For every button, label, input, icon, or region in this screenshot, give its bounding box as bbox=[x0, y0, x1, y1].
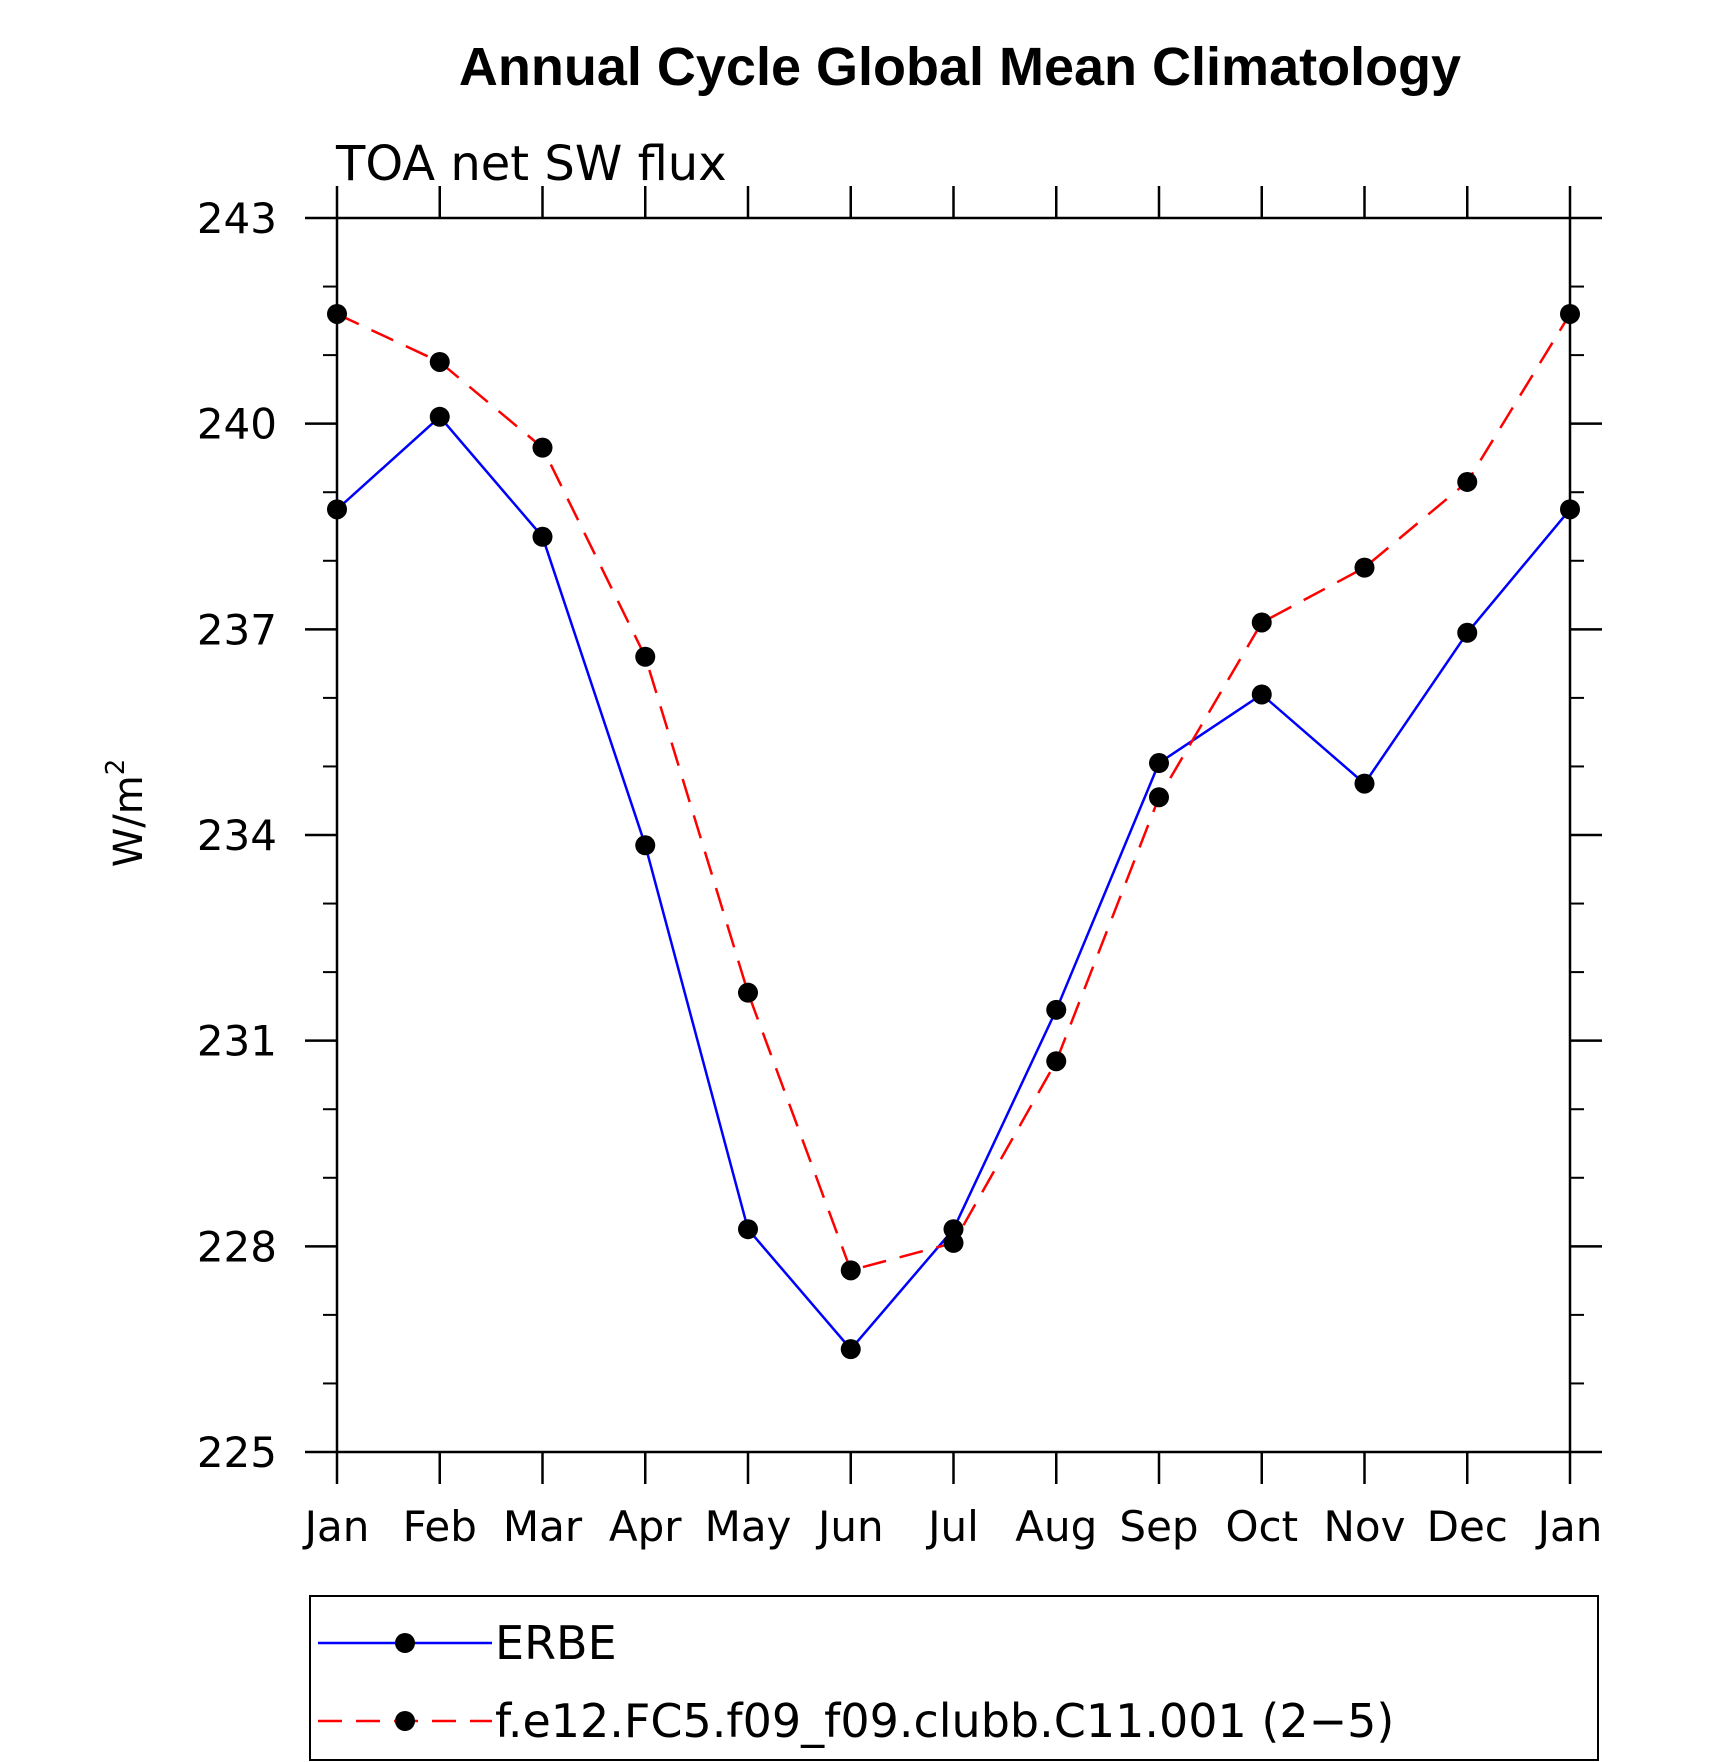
x-tick-label: Aug bbox=[1015, 1502, 1097, 1551]
y-tick-label: 243 bbox=[197, 194, 277, 243]
series-2-point bbox=[429, 351, 450, 372]
series-1-point bbox=[1149, 753, 1169, 774]
y-tick-label: 237 bbox=[197, 605, 277, 654]
y-axis-label-text: W/m bbox=[106, 775, 152, 867]
series-1-point bbox=[1457, 622, 1478, 643]
series-1-point bbox=[1560, 499, 1580, 520]
legend: ERBE f.e12.FC5.f09_f09.clubb.C11.001 (2−5… bbox=[309, 1595, 1599, 1761]
series-line-1 bbox=[336, 415, 1571, 1352]
series-1-point bbox=[1251, 684, 1272, 705]
series-2-point bbox=[1457, 471, 1478, 492]
series-2-point bbox=[840, 1260, 861, 1281]
series-2-point bbox=[1046, 1051, 1067, 1072]
x-tick-label: Nov bbox=[1324, 1502, 1406, 1551]
series-1-point bbox=[1046, 999, 1067, 1020]
legend-box bbox=[309, 1595, 1599, 1761]
x-tick-label: Jan bbox=[1535, 1502, 1603, 1551]
series-layer bbox=[327, 303, 1580, 1360]
legend-marker-1 bbox=[395, 1633, 415, 1653]
series-2-point bbox=[1149, 787, 1169, 808]
series-2-point bbox=[1560, 303, 1580, 324]
chart-title: Annual Cycle Global Mean Climatology bbox=[459, 37, 1461, 97]
series-2-point bbox=[738, 982, 758, 1003]
y-tick-label: 225 bbox=[197, 1428, 277, 1477]
series-1-point bbox=[738, 1219, 758, 1240]
series-line-2 bbox=[336, 312, 1572, 1272]
y-axis-label-superscript: 2 bbox=[101, 759, 131, 776]
legend-label-2: f.e12.FC5.f09_f09.clubb.C11.001 (2−5) bbox=[495, 1694, 1394, 1748]
y-tick-label: 228 bbox=[197, 1222, 277, 1271]
y-tick-label: 231 bbox=[197, 1017, 277, 1066]
series-1-point bbox=[327, 499, 347, 520]
series-1-point bbox=[1354, 773, 1375, 794]
y-tick-label: 240 bbox=[197, 400, 277, 449]
series-2-point bbox=[327, 303, 347, 324]
series-2-point bbox=[1251, 612, 1272, 633]
chart-subtitle: TOA net SW flux bbox=[335, 136, 727, 192]
x-tick-label: Apr bbox=[609, 1502, 682, 1551]
x-tick-label: Jul bbox=[925, 1502, 979, 1551]
x-tick-label: Dec bbox=[1427, 1502, 1508, 1551]
plot-area-frame bbox=[335, 216, 1572, 1454]
x-tick-label: Feb bbox=[403, 1502, 477, 1551]
x-tick-label: Jun bbox=[815, 1502, 884, 1551]
series-1-point bbox=[429, 406, 450, 427]
series-2-point bbox=[635, 646, 656, 667]
series-2-point bbox=[532, 437, 553, 458]
series-1-point bbox=[943, 1219, 964, 1240]
x-tick-label: Sep bbox=[1119, 1502, 1198, 1551]
x-tick-label: May bbox=[705, 1502, 792, 1551]
axes: 225 228 231 234 237 240 243 Jan Feb Mar Apr May Jun J… bbox=[197, 186, 1603, 1551]
legend-marker-2 bbox=[395, 1711, 415, 1731]
x-tick-label: Oct bbox=[1225, 1502, 1298, 1551]
x-tick-label: Mar bbox=[503, 1502, 583, 1551]
series-2-point bbox=[1354, 557, 1375, 578]
y-axis-label: W/m2 bbox=[101, 759, 152, 868]
series-1-point bbox=[532, 526, 553, 547]
svg-text:W/m2: W/m2 bbox=[101, 759, 152, 868]
y-tick-label: 234 bbox=[197, 811, 277, 860]
series-1-point bbox=[840, 1339, 861, 1360]
series-2-point bbox=[943, 1232, 964, 1253]
x-tick-label: Jan bbox=[302, 1502, 370, 1551]
legend-label-1: ERBE bbox=[495, 1616, 617, 1670]
series-1-point bbox=[635, 835, 656, 856]
